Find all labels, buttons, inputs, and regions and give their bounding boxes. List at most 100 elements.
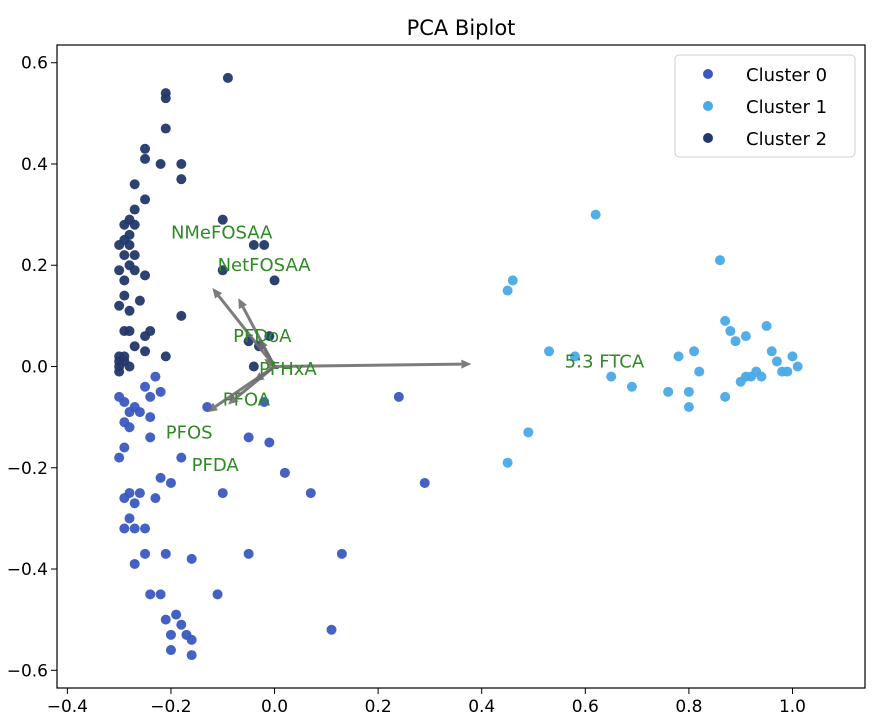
data-point bbox=[787, 351, 798, 362]
loading-arrowhead bbox=[264, 358, 275, 369]
data-point bbox=[124, 239, 135, 250]
data-point bbox=[259, 396, 270, 407]
data-point bbox=[336, 548, 347, 559]
data-point bbox=[725, 326, 736, 337]
data-point bbox=[222, 72, 233, 83]
loading-arrow bbox=[234, 365, 276, 400]
data-point bbox=[134, 407, 145, 418]
data-point bbox=[160, 548, 171, 559]
data-point bbox=[279, 467, 290, 478]
data-point bbox=[129, 558, 140, 569]
loading-arrow bbox=[274, 362, 462, 368]
data-point bbox=[119, 523, 130, 534]
loading-arrowhead bbox=[461, 359, 472, 369]
data-point bbox=[150, 371, 161, 382]
data-point bbox=[160, 123, 171, 134]
data-point bbox=[140, 346, 151, 357]
data-point bbox=[140, 194, 151, 205]
data-point bbox=[248, 361, 259, 372]
x-tick-label: 0.4 bbox=[468, 697, 495, 717]
data-point bbox=[119, 250, 130, 261]
data-point bbox=[114, 366, 125, 377]
data-point bbox=[792, 361, 803, 372]
data-point bbox=[176, 158, 187, 169]
loading-arrowhead bbox=[238, 298, 247, 310]
data-point bbox=[119, 290, 130, 301]
data-point bbox=[119, 326, 130, 337]
x-tick-label: 0.0 bbox=[261, 697, 288, 717]
data-point bbox=[761, 320, 772, 331]
data-point bbox=[145, 326, 156, 337]
data-point bbox=[155, 158, 166, 169]
legend-marker bbox=[703, 69, 713, 79]
legend-label: Cluster 0 bbox=[746, 65, 827, 86]
data-point bbox=[305, 488, 316, 499]
data-point bbox=[689, 346, 700, 357]
data-point bbox=[694, 366, 705, 377]
data-point bbox=[393, 391, 404, 402]
data-point bbox=[165, 645, 176, 656]
x-tick-label: −0.2 bbox=[150, 697, 191, 717]
series-cluster-2 bbox=[114, 72, 280, 377]
loading-label: PFOA bbox=[223, 389, 271, 410]
data-point bbox=[129, 250, 140, 261]
data-point bbox=[165, 629, 176, 640]
data-point bbox=[217, 265, 228, 276]
data-point bbox=[124, 422, 135, 433]
data-point bbox=[145, 412, 156, 423]
data-point bbox=[176, 174, 187, 185]
loading-arrowhead bbox=[259, 338, 268, 350]
legend-marker bbox=[703, 101, 713, 111]
loading-arrow bbox=[217, 294, 276, 368]
data-point bbox=[264, 437, 275, 448]
y-tick-label: −0.4 bbox=[7, 560, 48, 580]
data-point bbox=[782, 366, 793, 377]
loading-vectors: 5:3 FTCA NMeFOSAA NetFOSAA PFDoA PFHxA PFOA PF… bbox=[166, 222, 645, 476]
data-point bbox=[176, 619, 187, 630]
legend-label: Cluster 1 bbox=[746, 97, 827, 118]
data-point bbox=[264, 331, 275, 342]
data-point bbox=[217, 488, 228, 499]
data-point bbox=[259, 239, 270, 250]
data-point bbox=[683, 402, 694, 413]
y-axis: −0.6 −0.4 −0.2 0.0 0.2 0.4 0.6 bbox=[7, 54, 57, 681]
data-point bbox=[217, 214, 228, 225]
loading-arrowhead bbox=[207, 402, 219, 413]
loading-label: PFDoA bbox=[233, 326, 292, 347]
y-tick-label: 0.0 bbox=[21, 358, 48, 378]
data-point bbox=[171, 609, 182, 620]
data-point bbox=[150, 493, 161, 504]
data-point bbox=[124, 488, 135, 499]
data-point bbox=[155, 386, 166, 397]
data-point bbox=[523, 427, 534, 438]
data-point bbox=[243, 548, 254, 559]
loading-label: 5:3 FTCA bbox=[565, 351, 645, 372]
data-point bbox=[129, 219, 140, 230]
legend-box bbox=[674, 54, 856, 158]
loading-label: NMeFOSAA bbox=[171, 222, 273, 243]
data-point bbox=[140, 523, 151, 534]
y-tick-label: −0.6 bbox=[7, 661, 48, 681]
data-point bbox=[124, 513, 135, 524]
x-tick-label: 1.0 bbox=[779, 697, 806, 717]
data-point bbox=[569, 351, 580, 362]
loading-arrowhead bbox=[212, 288, 223, 299]
x-tick-label: 0.6 bbox=[572, 697, 599, 717]
data-point bbox=[155, 472, 166, 483]
data-point bbox=[140, 143, 151, 154]
loading-label: NetFOSAA bbox=[218, 255, 312, 276]
y-tick-label: 0.4 bbox=[21, 155, 48, 175]
x-tick-label: −0.4 bbox=[47, 697, 88, 717]
data-point bbox=[212, 589, 223, 600]
data-point bbox=[326, 624, 337, 635]
data-point bbox=[269, 275, 280, 286]
data-point bbox=[248, 239, 259, 250]
loading-label: PFOS bbox=[166, 422, 213, 443]
data-point bbox=[145, 589, 156, 600]
data-point bbox=[114, 300, 125, 311]
data-point bbox=[129, 265, 140, 276]
data-point bbox=[720, 315, 731, 326]
x-tick-label: 0.8 bbox=[675, 697, 702, 717]
